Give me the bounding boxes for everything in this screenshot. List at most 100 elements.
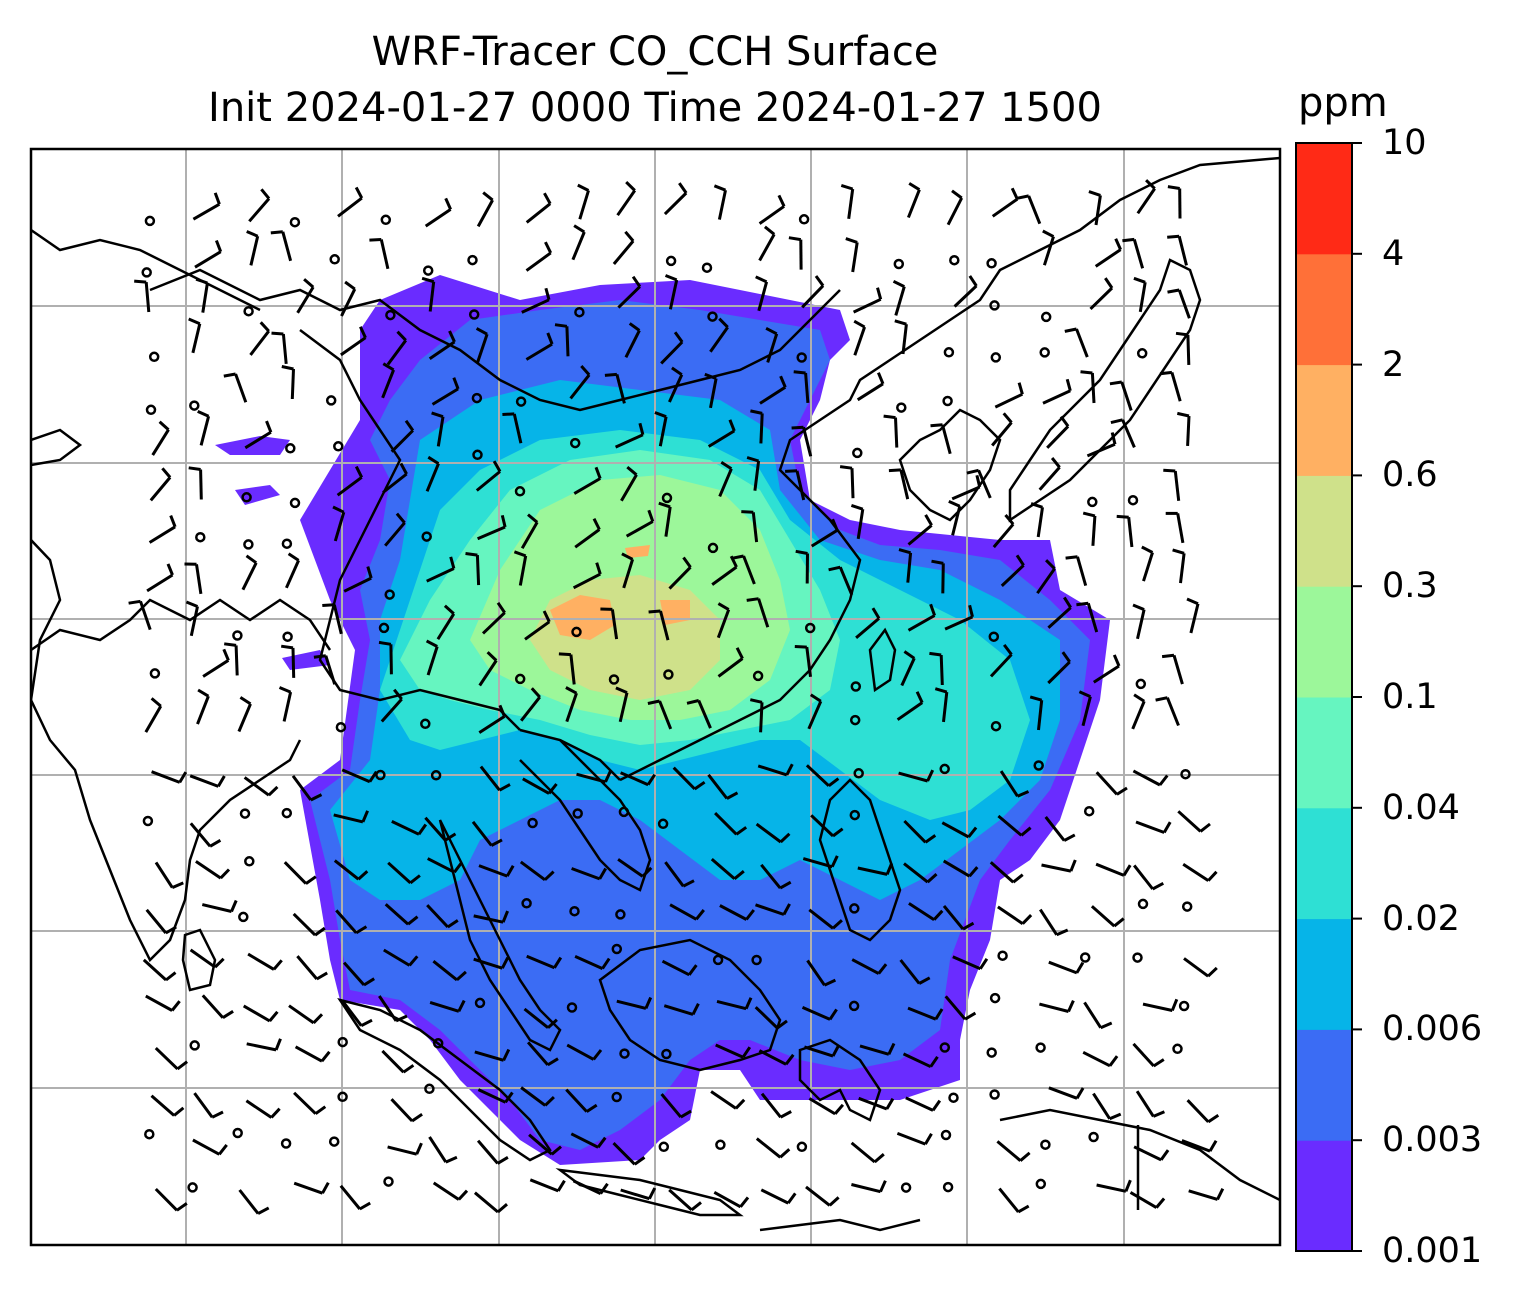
calm-circle — [468, 309, 480, 320]
wind-barb-flag — [932, 909, 944, 921]
calm-circle — [1079, 952, 1091, 963]
wind-barb-flag — [1141, 545, 1154, 554]
wind-barb-flag — [744, 997, 753, 1010]
wind-barb-flag — [647, 699, 660, 705]
wind-barb-staff — [668, 1188, 693, 1212]
wind-barb-staff — [617, 285, 641, 309]
wind-barb-flag — [765, 326, 778, 336]
wind-barb-flag — [1015, 554, 1025, 567]
wind-barb-staff — [805, 1185, 831, 1207]
wind-barb-flag — [717, 602, 730, 611]
wind-barb-staff — [148, 525, 176, 544]
wind-barb-flag — [257, 1206, 270, 1215]
wind-barb-staff — [951, 485, 981, 501]
wind-barb-flag — [1061, 651, 1071, 663]
wind-barb-flag — [166, 563, 174, 576]
colorbar-tick-label: 4 — [1382, 233, 1405, 274]
calm-circle — [289, 216, 301, 228]
calm-circle — [244, 856, 255, 867]
wind-barb-flag — [431, 411, 444, 419]
wind-barb-staff — [991, 421, 1013, 447]
wind-barb-flag — [1108, 1055, 1119, 1067]
wind-barb-flag — [457, 1189, 469, 1201]
wind-barb-flag — [979, 957, 989, 970]
wind-barb-staff — [1047, 660, 1071, 685]
wind-barb-flag — [615, 686, 628, 694]
wind-barb-staff — [900, 657, 916, 687]
wind-barb-flag — [457, 999, 466, 1012]
wind-barb-staff — [952, 955, 981, 971]
wind-barb-staff — [428, 340, 456, 361]
wind-barb-staff — [1186, 415, 1191, 446]
wind-barb-flag — [728, 419, 736, 432]
wind-barb-flag — [832, 827, 844, 838]
wind-barb-staff — [342, 1000, 363, 1027]
wind-barb-flag — [791, 425, 804, 430]
calm-circle — [569, 437, 581, 449]
calm-circle — [942, 1181, 954, 1193]
wind-barb-staff — [1135, 820, 1165, 834]
wind-barb-flag — [260, 188, 271, 200]
wind-barb-staff — [989, 653, 1013, 678]
wind-barb-staff — [718, 468, 733, 497]
calm-circle — [335, 721, 347, 733]
calm-circle — [798, 214, 810, 225]
wind-barb-staff — [1075, 328, 1089, 358]
wind-barb-staff — [907, 189, 921, 219]
wind-barb-staff — [1096, 1183, 1127, 1193]
wind-barb-staff — [806, 959, 826, 987]
wind-barb-staff — [808, 1097, 836, 1116]
wind-barb-flag — [1155, 696, 1168, 702]
wind-barb-flag — [750, 409, 763, 415]
wind-barb-flag — [230, 899, 238, 913]
calm-circle — [239, 808, 251, 819]
wind-barb-flag — [690, 1201, 702, 1212]
wind-barb-flag — [500, 956, 510, 969]
wind-barb-flag — [445, 1155, 458, 1164]
wind-barb-flag — [1017, 1204, 1030, 1214]
wind-barb-flag — [1163, 468, 1176, 473]
colorbar-segment — [1296, 1029, 1352, 1141]
wind-barb-flag — [446, 919, 459, 929]
wind-barb-staff — [145, 908, 167, 934]
wind-barb-flag — [785, 469, 798, 473]
wind-barb-staff — [946, 197, 964, 226]
wind-barb-flag — [498, 704, 506, 717]
calm-circle — [701, 262, 713, 273]
wind-barb-flag — [404, 419, 415, 432]
wind-barb-staff — [622, 558, 635, 589]
wind-barb-staff — [1133, 864, 1154, 890]
wind-barb-flag — [415, 1142, 423, 1155]
wind-barb-staff — [999, 770, 1019, 798]
wind-barb-staff — [894, 417, 899, 448]
wind-barb-staff — [801, 284, 825, 309]
wind-barb-staff — [755, 1137, 782, 1159]
wind-barb-flag — [918, 976, 931, 985]
wind-barb-flag — [1016, 790, 1030, 798]
wind-barb-staff — [853, 326, 867, 356]
wind-barb-staff — [151, 770, 181, 784]
wind-barb-staff — [855, 617, 880, 639]
calm-circle — [1039, 347, 1050, 358]
wind-barb-flag — [853, 319, 866, 329]
wind-barb-staff — [520, 696, 541, 722]
wind-barb-flag — [1065, 555, 1078, 560]
wind-barb-staff — [716, 609, 731, 639]
wind-barb-flag — [314, 926, 326, 937]
wind-barb-flag — [176, 1060, 189, 1071]
wind-barb-staff — [199, 469, 203, 500]
wind-barb-staff — [337, 196, 363, 218]
wind-barb-staff — [759, 413, 764, 444]
wind-barb-staff — [977, 469, 992, 499]
wind-barb-staff — [333, 511, 346, 542]
wind-barb-staff — [436, 613, 456, 640]
wind-barb-staff — [697, 699, 712, 729]
wind-barb-flag — [1199, 822, 1211, 833]
wind-barb-flag — [546, 332, 554, 345]
wind-barb-staff — [757, 764, 788, 777]
wind-barb-staff — [804, 372, 810, 404]
wind-barb-staff — [195, 564, 203, 595]
wind-barb-flag — [631, 275, 642, 288]
wind-barb-flag — [624, 230, 635, 242]
